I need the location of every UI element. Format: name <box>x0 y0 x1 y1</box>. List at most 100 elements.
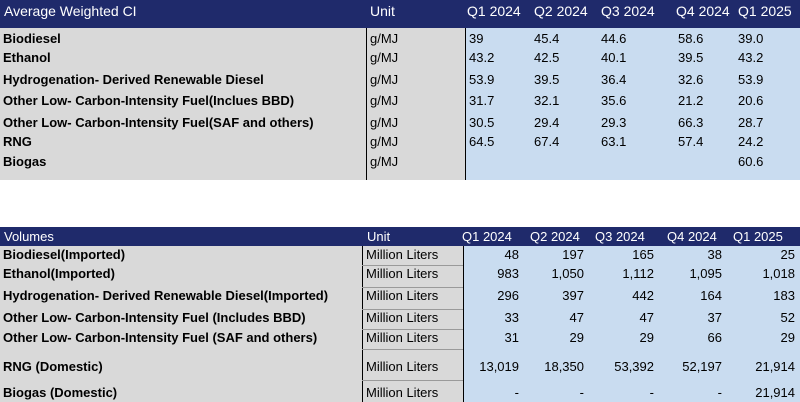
volumes-table-title: Volumes <box>4 229 54 244</box>
value-cell: 63.1 <box>601 134 627 149</box>
value-cell: 43.2 <box>469 50 495 65</box>
value-cell: 29 <box>780 330 795 345</box>
volumes-label-area <box>0 246 463 402</box>
row-unit: g/MJ <box>370 31 399 46</box>
value-cell: 37 <box>707 310 722 325</box>
row-unit: Million Liters <box>366 288 439 303</box>
value-cell: 57.4 <box>678 134 704 149</box>
row-separator <box>362 329 463 330</box>
value-cell: - <box>514 385 519 400</box>
value-cell: 43.2 <box>738 50 764 65</box>
value-cell: 1,095 <box>689 266 722 281</box>
value-cell: 442 <box>632 288 654 303</box>
value-cell: 64.5 <box>469 134 495 149</box>
value-cell: 48 <box>504 247 519 262</box>
row-unit: Million Liters <box>366 247 439 262</box>
value-cell: 33 <box>504 310 519 325</box>
row-separator <box>362 349 463 350</box>
value-cell: 35.6 <box>601 93 627 108</box>
ci-table-title: Average Weighted CI <box>4 3 137 19</box>
value-cell: 42.5 <box>534 50 560 65</box>
value-cell: 296 <box>497 288 519 303</box>
value-cell: 165 <box>632 247 654 262</box>
row-label: Other Low- Carbon-Intensity Fuel(Inclues… <box>3 93 295 108</box>
row-unit: Million Liters <box>366 385 439 400</box>
value-cell: 28.7 <box>738 115 764 130</box>
row-label: RNG <box>3 134 32 149</box>
ci-unit-header: Unit <box>370 3 395 19</box>
value-cell: 53.9 <box>469 72 495 87</box>
ci-col-header: Q1 2024 <box>467 3 521 19</box>
value-cell: 39.0 <box>738 31 764 46</box>
value-cell: 67.4 <box>534 134 560 149</box>
row-unit: Million Liters <box>366 359 439 374</box>
ci-col-header: Q2 2024 <box>534 3 588 19</box>
row-label: Biogas <box>3 154 47 169</box>
value-cell: - <box>717 385 722 400</box>
value-cell: 58.6 <box>678 31 704 46</box>
value-cell: 38 <box>707 247 722 262</box>
volumes-values-area <box>463 246 800 402</box>
row-separator <box>362 309 463 310</box>
value-cell: 53.9 <box>738 72 764 87</box>
row-label: Hydrogenation- Derived Renewable Diesel(… <box>3 288 329 303</box>
value-cell: 40.1 <box>601 50 627 65</box>
row-unit: g/MJ <box>370 72 399 87</box>
value-cell: 1,018 <box>762 266 795 281</box>
value-cell: 52,197 <box>682 359 722 374</box>
value-cell: 25 <box>780 247 795 262</box>
value-cell: 983 <box>497 266 519 281</box>
volumes-col-header: Q1 2024 <box>462 229 512 244</box>
ci-divider <box>465 28 466 180</box>
volumes-divider <box>463 246 464 402</box>
row-label: Other Low- Carbon-Intensity Fuel(SAF and… <box>3 115 314 130</box>
value-cell: - <box>649 385 654 400</box>
value-cell: - <box>579 385 584 400</box>
value-cell: 47 <box>569 310 584 325</box>
volumes-unit-header: Unit <box>367 229 391 244</box>
row-label: Other Low- Carbon-Intensity Fuel (Includ… <box>3 310 306 325</box>
value-cell: 29 <box>639 330 654 345</box>
value-cell: 397 <box>562 288 584 303</box>
row-separator <box>362 287 463 288</box>
row-unit: Million Liters <box>366 310 439 325</box>
ci-col-header: Q1 2025 <box>738 3 792 19</box>
value-cell: 39.5 <box>678 50 704 65</box>
value-cell: 29 <box>569 330 584 345</box>
value-cell: 13,019 <box>479 359 519 374</box>
ci-table-header: Average Weighted CI Unit Q1 2024 Q2 2024… <box>0 0 800 28</box>
value-cell: 32.6 <box>678 72 704 87</box>
row-unit: g/MJ <box>370 50 399 65</box>
row-unit: g/MJ <box>370 134 399 149</box>
value-cell: 32.1 <box>534 93 560 108</box>
value-cell: 21,914 <box>755 359 795 374</box>
value-cell: 20.6 <box>738 93 764 108</box>
row-label: Biodiesel <box>3 31 61 46</box>
row-label: Hydrogenation- Derived Renewable Diesel <box>3 72 264 87</box>
value-cell: 18,350 <box>544 359 584 374</box>
value-cell: 29.4 <box>534 115 560 130</box>
value-cell: 29.3 <box>601 115 627 130</box>
row-unit: Million Liters <box>366 330 439 345</box>
ci-divider <box>366 28 367 180</box>
row-separator <box>362 380 463 381</box>
value-cell: 24.2 <box>738 134 764 149</box>
value-cell: 47 <box>639 310 654 325</box>
volumes-col-header: Q3 2024 <box>595 229 645 244</box>
value-cell: 39 <box>469 31 484 46</box>
value-cell: 1,050 <box>551 266 584 281</box>
value-cell: 60.6 <box>738 154 764 169</box>
value-cell: 36.4 <box>601 72 627 87</box>
value-cell: 66.3 <box>678 115 704 130</box>
ci-col-header: Q3 2024 <box>601 3 655 19</box>
value-cell: 45.4 <box>534 31 560 46</box>
row-label: Ethanol <box>3 50 51 65</box>
value-cell: 164 <box>700 288 722 303</box>
row-unit: g/MJ <box>370 115 399 130</box>
row-label: RNG (Domestic) <box>3 359 103 374</box>
volumes-divider <box>362 246 363 402</box>
value-cell: 44.6 <box>601 31 627 46</box>
value-cell: 183 <box>773 288 795 303</box>
volumes-col-header: Q2 2024 <box>530 229 580 244</box>
row-label: Other Low- Carbon-Intensity Fuel (SAF an… <box>3 330 318 345</box>
